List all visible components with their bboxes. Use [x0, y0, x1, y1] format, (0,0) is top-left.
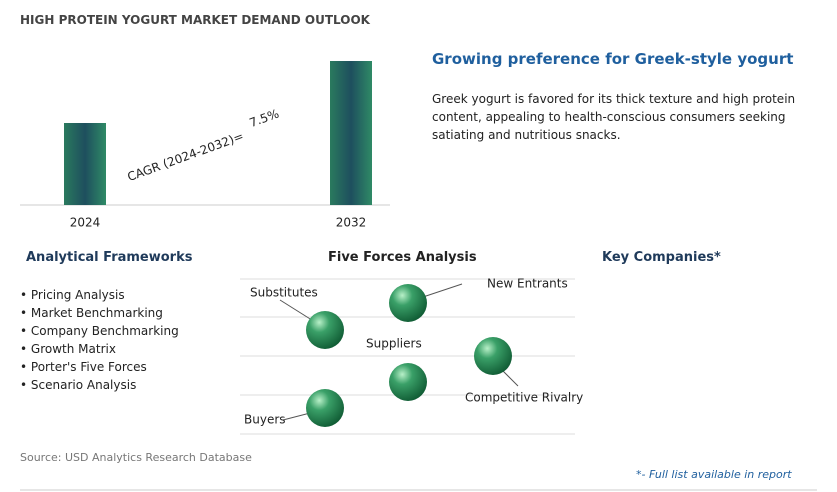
framework-text: Scenario Analysis [30, 378, 137, 392]
footnote: *- Full list available in report [636, 468, 792, 481]
cagr-value: 7.5% [247, 107, 280, 131]
bullet: • [20, 360, 31, 374]
framework-item: • Company Benchmarking [20, 322, 179, 340]
framework-text: Growth Matrix [30, 342, 116, 356]
page-title: HIGH PROTEIN YOGURT MARKET DEMAND OUTLOO… [20, 13, 370, 27]
five-forces-title: Five Forces Analysis [328, 250, 477, 265]
force-label: Substitutes [250, 286, 318, 300]
bullet: • [20, 288, 31, 302]
x-tick-label: 2032 [336, 216, 367, 230]
highlight-title: Growing preference for Greek-style yogur… [432, 50, 794, 68]
framework-text: Market Benchmarking [30, 306, 163, 320]
force-balls [306, 284, 512, 427]
framework-item: • Growth Matrix [20, 340, 179, 358]
framework-text: Porter's Five Forces [30, 360, 147, 374]
force-label: New Entrants [487, 277, 568, 291]
x-tick-label: 2024 [70, 216, 101, 230]
highlight-text: Greek yogurt is favored for its thick te… [432, 92, 796, 142]
force-label: Suppliers [366, 337, 422, 351]
source: Source: USD Analytics Research Database [20, 451, 252, 464]
frameworks-title: Analytical Frameworks [26, 250, 193, 265]
frameworks-list: • Pricing Analysis • Market Benchmarking •… [20, 286, 179, 394]
framework-text: Pricing Analysis [30, 288, 125, 302]
bullet: • [20, 342, 31, 356]
framework-item: • Scenario Analysis [20, 376, 179, 394]
framework-item: • Market Benchmarking [20, 304, 179, 322]
framework-item: • Porter's Five Forces [20, 358, 179, 376]
key-companies-title: Key Companies* [602, 250, 721, 265]
force-label: Competitive Rivalry [465, 391, 583, 405]
bullet: • [20, 306, 31, 320]
bar [64, 123, 106, 205]
bar [330, 61, 372, 205]
framework-item: • Pricing Analysis [20, 286, 179, 304]
force-label: Buyers [244, 413, 286, 427]
bullet: • [20, 378, 31, 392]
framework-text: Company Benchmarking [30, 324, 179, 338]
bullet: • [20, 324, 31, 338]
cagr-label: CAGR (2024-2032)= [125, 129, 245, 184]
